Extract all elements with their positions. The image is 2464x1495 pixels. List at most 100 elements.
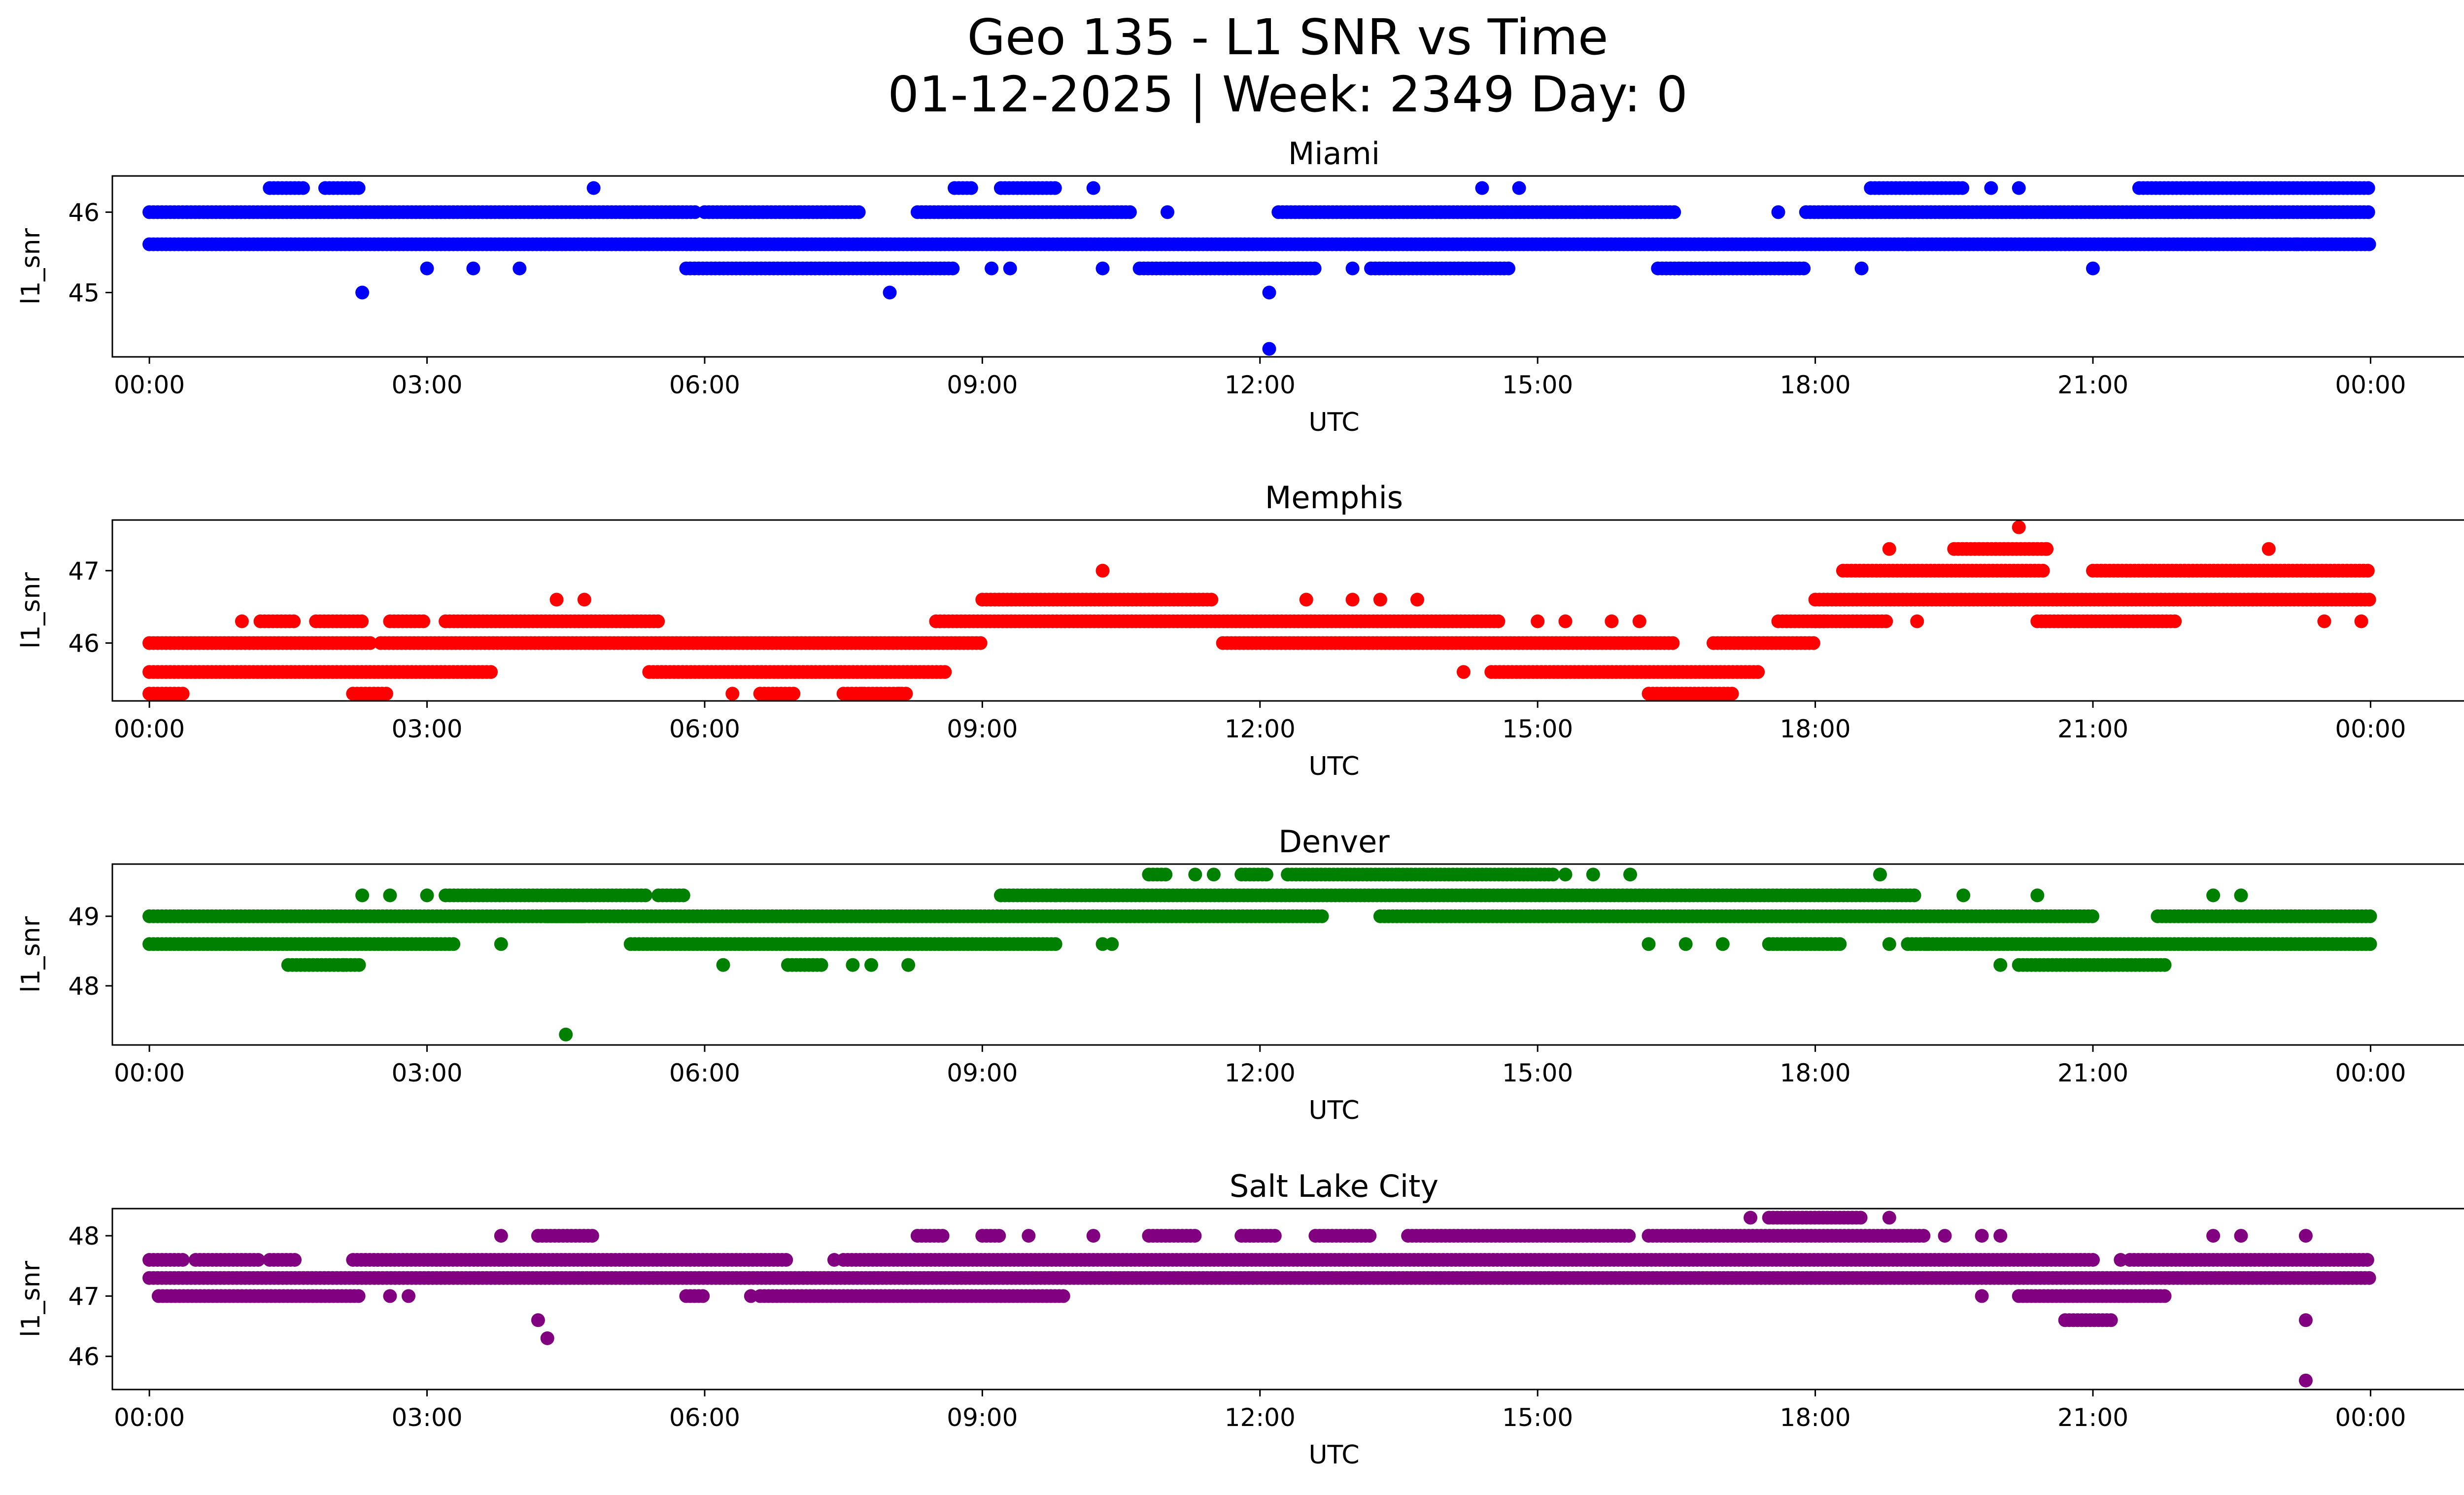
data-point [379,687,393,701]
data-point [1491,614,1506,628]
data-point [716,958,730,972]
x-tick-label: 00:00 [2335,715,2406,743]
data-point [251,1253,265,1267]
data-point [1833,937,1847,951]
x-tick-label: 21:00 [2057,715,2128,743]
data-point [1105,937,1119,951]
y-axis-label: l1_snr [16,228,46,305]
scatter-series-salt-lake-city [142,1211,2376,1388]
x-tick-label: 21:00 [2057,1059,2128,1087]
data-point [964,181,978,195]
data-point [337,958,351,972]
data-point [175,1253,190,1267]
x-tick-label: 03:00 [391,1059,462,1087]
x-tick-label: 09:00 [947,1059,1018,1087]
subplot-title-salt-lake-city: Salt Lake City [1230,1168,1438,1204]
data-point [2086,261,2100,276]
data-point [2040,542,2054,556]
x-tick-label: 00:00 [114,1059,185,1087]
x-tick-label: 00:00 [114,715,185,743]
data-point [2363,937,2377,951]
data-point [1632,614,1646,628]
x-tick-label: 12:00 [1225,371,1296,399]
data-point [416,614,430,628]
data-point [1806,636,1820,650]
data-point [973,636,988,650]
data-point [559,1027,573,1042]
x-tick-label: 06:00 [669,1059,740,1087]
data-point [696,1289,710,1303]
data-point [2360,1253,2374,1267]
data-point [235,614,249,628]
data-point [1048,937,1062,951]
y-tick-label: 46 [68,198,100,227]
data-point [1307,261,1322,276]
data-point [864,958,878,972]
data-point [1873,868,1887,882]
data-point [1003,261,1017,276]
data-point [883,285,897,300]
data-point [586,181,601,195]
data-point [1623,868,1637,882]
data-point [1204,592,1219,607]
data-point [355,888,370,903]
data-point [352,958,366,972]
data-point [1345,261,1360,276]
data-point [814,958,828,972]
data-point [1188,868,1202,882]
data-point [1984,181,1998,195]
y-tick-label: 46 [68,629,100,658]
y-tick-label: 49 [68,903,100,931]
data-point [2168,614,2182,628]
data-point [2086,1253,2100,1267]
data-point [1502,261,1515,276]
x-tick-label: 06:00 [669,715,740,743]
data-point [355,614,369,628]
data-point [892,687,906,701]
data-point [846,958,860,972]
x-tick-label: 06:00 [669,371,740,399]
data-point [446,937,461,951]
data-point [2317,614,2331,628]
data-point [1882,937,1896,951]
data-point [2036,563,2050,578]
data-point [1956,888,1971,903]
data-point [1797,261,1811,276]
data-point [420,888,434,903]
x-axis-label: UTC [1308,752,1359,781]
data-point [1475,181,1489,195]
data-point [1678,937,1693,951]
data-point [1919,937,1933,951]
figure-title-line1: Geo 135 - L1 SNR vs Time [967,8,1608,66]
data-point [175,687,190,701]
data-point [2361,205,2375,219]
data-point [1086,181,1100,195]
data-point [1373,592,1387,607]
data-point [2261,542,2276,556]
data-point [351,181,366,195]
data-point [1558,868,1573,882]
x-tick-label: 15:00 [1502,715,1573,743]
data-point [638,888,652,903]
data-point [355,285,370,300]
data-point [938,665,952,679]
data-point [1586,868,1600,882]
x-tick-label: 18:00 [1780,1059,1851,1087]
y-axis-label: l1_snr [16,572,46,649]
x-tick-label: 12:00 [1225,715,1296,743]
data-point [2361,563,2375,578]
data-point [676,888,690,903]
data-point [1262,342,1276,356]
x-tick-label: 18:00 [1780,715,1851,743]
axes-frame [111,519,2464,702]
y-tick-label: 47 [68,557,100,586]
data-point [1095,563,1110,578]
x-tick-label: 09:00 [947,371,1018,399]
data-point [2290,237,2304,251]
data-point [779,1253,793,1267]
data-point [2234,888,2248,903]
y-tick-label: 48 [68,972,100,1001]
